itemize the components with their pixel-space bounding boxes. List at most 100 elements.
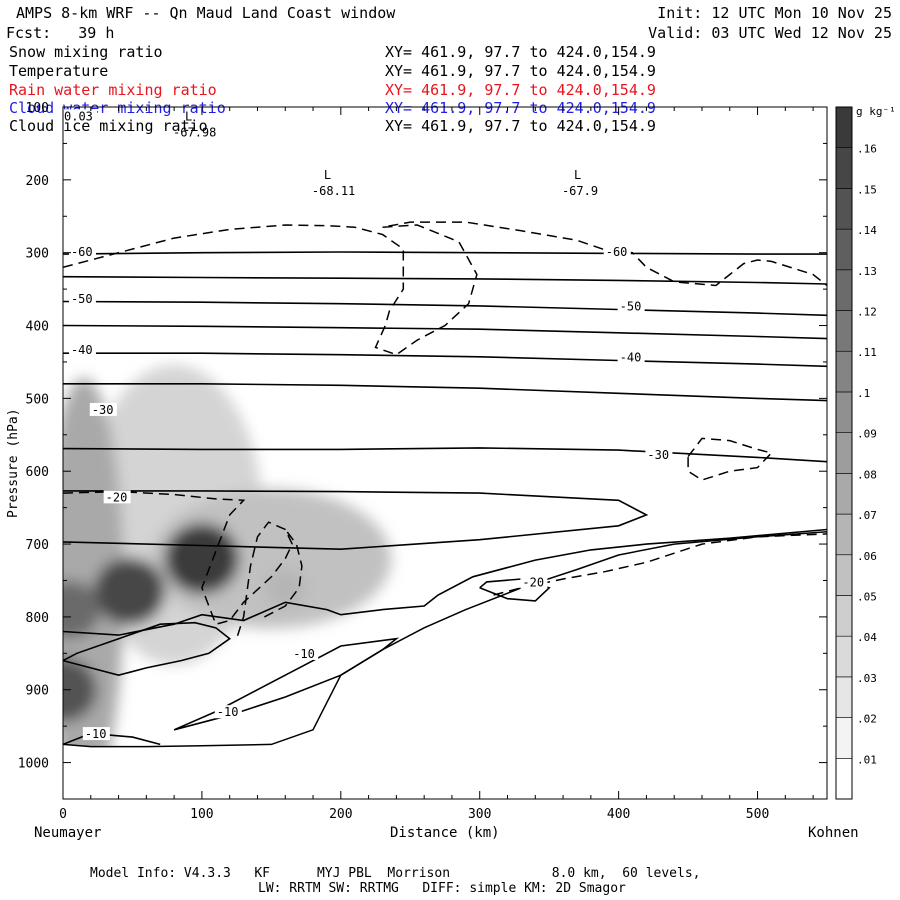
model-info-line2: LW: RRTM SW: RRTMG DIFF: simple KM: 2D S… bbox=[258, 881, 626, 896]
colorbar-level-10: .11 bbox=[857, 346, 877, 359]
field-xy-rain: XY= 461.9, 97.7 to 424.0,154.9 bbox=[385, 81, 656, 99]
contour-labels: -60 -50 -40 -30 -20 -10 -10 -10 -20 -30 -40 -50 -60 0… bbox=[62, 109, 673, 741]
extremum-marker-2: L bbox=[574, 168, 581, 182]
colorbar-bin-3 bbox=[835, 635, 853, 678]
snow-maximum-1 bbox=[94, 557, 166, 626]
colorbar-frame bbox=[835, 106, 853, 800]
contour-label-bg-5 bbox=[291, 646, 319, 660]
colorbar-level-14: .15 bbox=[857, 183, 877, 196]
isotherm-8 bbox=[63, 528, 827, 636]
isotherm-1 bbox=[63, 275, 827, 285]
snow-envelope-east bbox=[151, 488, 392, 629]
contour-label-bg-12 bbox=[603, 244, 631, 258]
snow-maximum-0 bbox=[164, 523, 240, 594]
colorbar-level-7: .08 bbox=[857, 468, 877, 481]
contour-label-7: -10 bbox=[85, 727, 107, 741]
forecast-hour: Fcst: 39 h bbox=[6, 24, 115, 42]
contour-label-3: -30 bbox=[92, 403, 114, 417]
extremum-marker-1: L bbox=[324, 168, 331, 182]
snow-mixing-ratio-shading bbox=[63, 364, 827, 799]
colorbar-level-6: .07 bbox=[857, 509, 877, 522]
contour-label-5: -10 bbox=[293, 647, 315, 661]
colorbar-bin-1 bbox=[835, 717, 853, 759]
x-tick-label-0: 0 bbox=[59, 807, 67, 822]
colorbar-bin-16 bbox=[835, 106, 853, 149]
contour-label-10: -40 bbox=[620, 350, 642, 364]
contour-label-0: -60 bbox=[71, 245, 93, 259]
cloud-ice-contour-2 bbox=[264, 529, 303, 618]
y-tick-label-0: 100 bbox=[26, 101, 49, 116]
field-label-rain: Rain water mixing ratio bbox=[9, 81, 217, 99]
endpoint-right: Kohnen bbox=[808, 825, 859, 841]
contour-label-bg-3 bbox=[89, 402, 117, 416]
cloud-ice-contour-4 bbox=[687, 437, 773, 481]
contour-label-6: -10 bbox=[217, 705, 239, 719]
snow-maximum-4 bbox=[68, 421, 113, 463]
isotherm-5 bbox=[63, 382, 827, 402]
colorbar-level-2: .03 bbox=[857, 672, 877, 685]
extremum-value-0: -67.98 bbox=[173, 125, 216, 139]
contour-label-12: -60 bbox=[606, 245, 628, 259]
axes: 100 200 300 400 500 600 700 800 900 1000 0 100 200 30… bbox=[18, 101, 827, 822]
colorbar-level-11: .12 bbox=[857, 306, 877, 319]
x-axis-label: Distance (km) bbox=[390, 825, 500, 841]
colorbar-level-3: .04 bbox=[857, 631, 877, 644]
x-tick-label-4: 400 bbox=[607, 807, 630, 822]
colorbar-bin-7 bbox=[835, 473, 853, 515]
contour-label-9: -30 bbox=[647, 448, 669, 462]
extremum-value-1: -68.11 bbox=[312, 184, 355, 198]
extremum-marker-0: L bbox=[185, 109, 192, 123]
snow-shading-group bbox=[63, 364, 392, 798]
contour-label-bg-4 bbox=[103, 490, 131, 504]
field-label-snow: Snow mixing ratio bbox=[9, 43, 163, 61]
model-info-line1: Model Info: V4.3.3 KF MYJ PBL Morrison 8… bbox=[90, 866, 701, 881]
colorbar-level-1: .02 bbox=[857, 713, 877, 726]
isotherm-loop-0 bbox=[63, 621, 232, 677]
contour-label-1: -50 bbox=[71, 292, 93, 306]
contour-label-bg-0 bbox=[68, 244, 96, 258]
field-xy-cloud-ice: XY= 461.9, 97.7 to 424.0,154.9 bbox=[385, 117, 656, 135]
cloud-ice-contour-1 bbox=[63, 490, 294, 639]
field-label-temperature: Temperature bbox=[9, 62, 109, 80]
contour-label-8: -20 bbox=[522, 576, 544, 590]
colorbar: .01 .02 .03 .04 .05 .06 .07 .08 .09 .1 .11 .12 .13 .1… bbox=[835, 105, 896, 800]
init-time: Init: 12 UTC Mon 10 Nov 25 bbox=[657, 4, 892, 22]
colorbar-bin-5 bbox=[835, 554, 853, 596]
y-tick-label-8: 900 bbox=[26, 684, 49, 699]
colorbar-bin-12 bbox=[835, 269, 853, 311]
field-xy-temperature: XY= 461.9, 97.7 to 424.0,154.9 bbox=[385, 62, 656, 80]
isotherm-7 bbox=[63, 490, 649, 551]
colorbar-level-4: .05 bbox=[857, 590, 877, 603]
colorbar-bin-0 bbox=[835, 757, 853, 800]
colorbar-level-9: .1 bbox=[857, 387, 870, 400]
temperature-isotherms bbox=[63, 251, 827, 746]
field-xy-snow: XY= 461.9, 97.7 to 424.0,154.9 bbox=[385, 43, 656, 61]
colorbar-bin-11 bbox=[835, 310, 853, 352]
x-tick-label-2: 200 bbox=[329, 807, 352, 822]
cloud-ice-contours bbox=[63, 221, 827, 639]
chart-title: AMPS 8-km WRF -- Qn Maud Land Coast wind… bbox=[16, 4, 396, 22]
endpoint-left: Neumayer bbox=[34, 825, 101, 841]
isotherm-6 bbox=[63, 447, 827, 463]
snow-maximum-2 bbox=[63, 657, 97, 722]
extremum-value-2: -67.9 bbox=[562, 184, 598, 198]
contour-label-bg-13 bbox=[62, 109, 97, 123]
colorbar-bin-8 bbox=[835, 432, 853, 474]
isotherm-2 bbox=[63, 300, 827, 317]
isotherm-loop-3 bbox=[63, 732, 161, 746]
terrain-mask bbox=[63, 531, 827, 799]
cloud-ice-contour-0 bbox=[63, 221, 827, 356]
contour-label-bg-8 bbox=[520, 575, 548, 589]
isotherm-0 bbox=[63, 251, 827, 255]
y-tick-label-1: 200 bbox=[26, 174, 49, 189]
colorbar-bin-14 bbox=[835, 188, 853, 230]
y-tick-label-5: 600 bbox=[26, 465, 49, 480]
field-xy-cloud-water: XY= 461.9, 97.7 to 424.0,154.9 bbox=[385, 99, 656, 117]
contour-label-bg-7 bbox=[82, 727, 110, 741]
colorbar-bin-6 bbox=[835, 513, 853, 556]
plot-frame bbox=[62, 106, 828, 800]
colorbar-bin-4 bbox=[835, 595, 853, 637]
snow-maximum-3 bbox=[63, 580, 101, 639]
contour-label-bg-1 bbox=[68, 292, 96, 306]
